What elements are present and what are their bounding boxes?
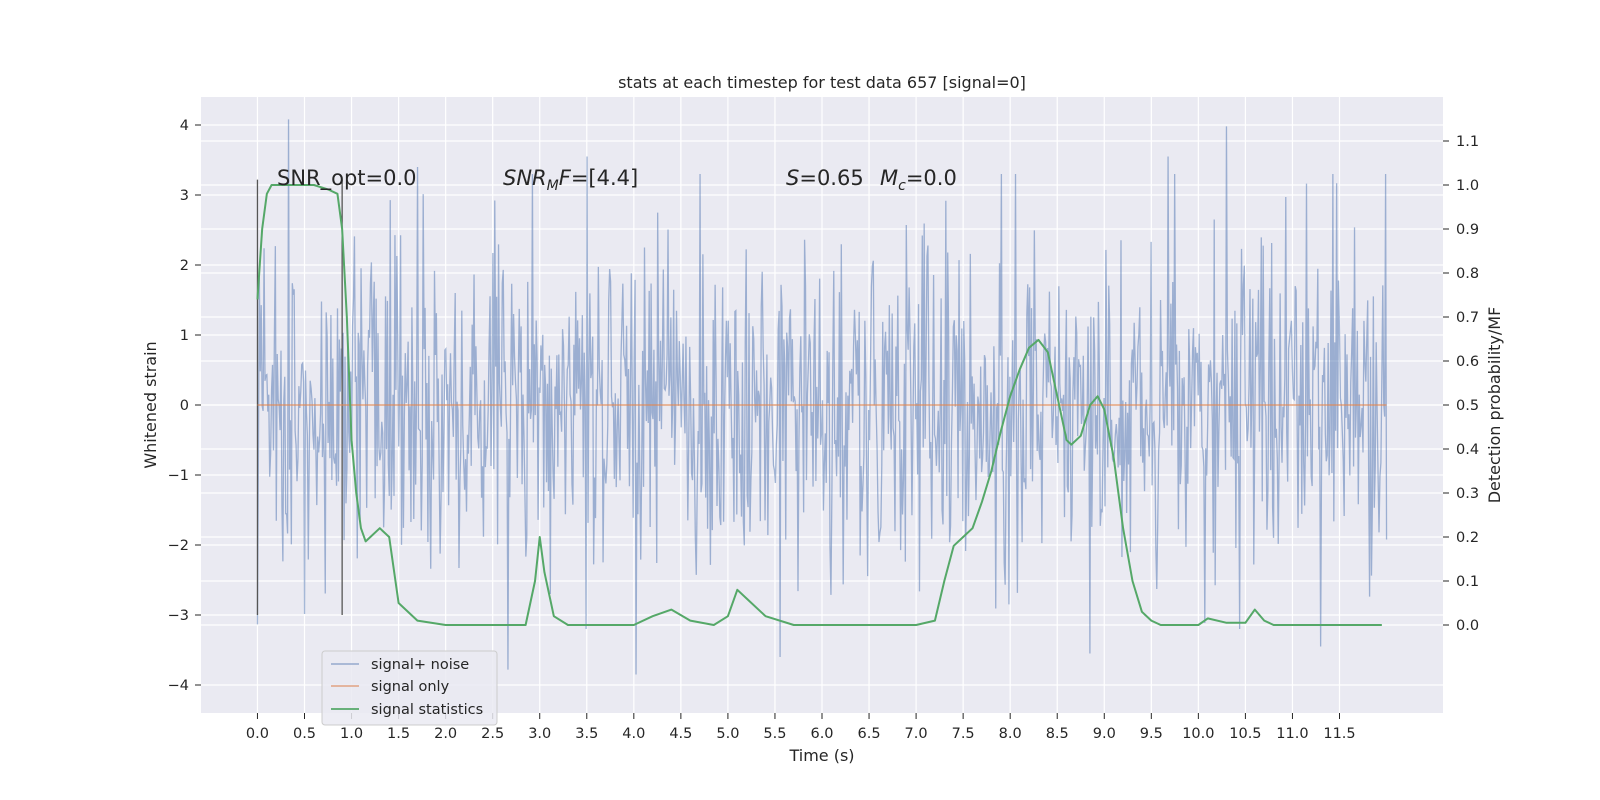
annotation-mc: Mc=0.0: [880, 166, 957, 194]
x-tick-label: 6.0: [810, 726, 833, 742]
x-tick-label: 4.0: [622, 726, 645, 742]
y-right-tick-label: 0.5: [1456, 398, 1479, 414]
annotation-s: S=0.65: [786, 166, 864, 190]
x-tick-label: 1.0: [340, 726, 363, 742]
chart-title: stats at each timestep for test data 657…: [618, 73, 1026, 92]
signal-statistics-series: [256, 184, 1382, 626]
x-tick-label: 5.5: [763, 726, 786, 742]
x-tick-label: 3.0: [528, 726, 551, 742]
annotation-snr-mf-value: =[4.4]: [571, 166, 638, 190]
signal-statistics-line: [256, 184, 1382, 626]
y-axis-right-label: Detection probability/MF: [1485, 307, 1504, 504]
y-right-tick-label: 1.0: [1456, 178, 1479, 194]
y-tick-label: 2: [180, 258, 189, 274]
y-right-tick-label: 0.8: [1456, 266, 1479, 282]
x-tick-label: 0.0: [246, 726, 269, 742]
x-tick-label: 6.5: [858, 726, 881, 742]
legend: signal+ noise signal only signal statist…: [321, 650, 498, 726]
y-right-tick-label: 0.2: [1456, 530, 1479, 546]
legend-label-signal-noise: signal+ noise: [371, 657, 469, 673]
x-tick-label: 10.0: [1182, 726, 1214, 742]
legend-box: [321, 650, 498, 726]
x-tick-label: 11.5: [1323, 726, 1355, 742]
x-axis-label: Time (s): [788, 746, 854, 765]
x-tick-label: 2.0: [434, 726, 457, 742]
y-right-tick-label: 0.4: [1456, 442, 1479, 458]
y-right-tick-label: 0.3: [1456, 486, 1479, 502]
x-tick-label: 10.5: [1229, 726, 1261, 742]
y-right-tick-label: 0.9: [1456, 222, 1479, 238]
legend-label-signal-only: signal only: [371, 679, 450, 695]
x-tick-label: 2.5: [481, 726, 504, 742]
y-tick-label: 1: [180, 328, 189, 344]
y-right-tick-label: 1.1: [1456, 134, 1479, 150]
x-tick-label: 7.5: [952, 726, 975, 742]
vertical-markers: [256, 179, 343, 615]
x-tick-label: 8.5: [1046, 726, 1069, 742]
y-tick-label: −3: [168, 608, 189, 624]
y-tick-label: −2: [168, 538, 189, 554]
x-tick-label: 3.5: [575, 726, 598, 742]
x-tick-label: 9.5: [1140, 726, 1163, 742]
x-tick-label: 1.5: [387, 726, 410, 742]
x-tick-label: 7.0: [905, 726, 928, 742]
y-right-tick-label: 0.1: [1456, 574, 1479, 590]
y-axis-label: Whitened strain: [141, 341, 160, 468]
y-right-tick-label: 0.0: [1456, 618, 1479, 634]
x-tick-label: 9.0: [1093, 726, 1116, 742]
y-right-tick-label: 0.6: [1456, 354, 1479, 370]
legend-label-signal-statistics: signal statistics: [371, 702, 483, 718]
x-tick-label: 5.0: [716, 726, 739, 742]
signal-noise-series: [256, 119, 1388, 675]
y-tick-label: 4: [180, 118, 189, 134]
annotation-snr-opt: SNR_opt=0.0: [277, 166, 417, 191]
x-tick-label: 11.0: [1276, 726, 1308, 742]
x-tick-label: 8.0: [999, 726, 1022, 742]
y-tick-label: −1: [168, 468, 189, 484]
axis-ticks: 0.0 0.5 1.0 1.5 2.0 2.5 3.0 3.5 4.0 4.5 5.0 5.5 6.0 6…: [168, 118, 1479, 742]
signal-noise-line: [256, 119, 1388, 675]
x-tick-label: 0.5: [293, 726, 316, 742]
y-tick-label: −4: [168, 678, 189, 694]
annotation-snr-mf: SNRMF=[4.4]: [503, 166, 638, 194]
y-tick-label: 0: [180, 398, 189, 414]
y-right-tick-label: 0.7: [1456, 310, 1479, 326]
x-tick-label: 4.5: [669, 726, 692, 742]
y-tick-label: 3: [180, 188, 189, 204]
